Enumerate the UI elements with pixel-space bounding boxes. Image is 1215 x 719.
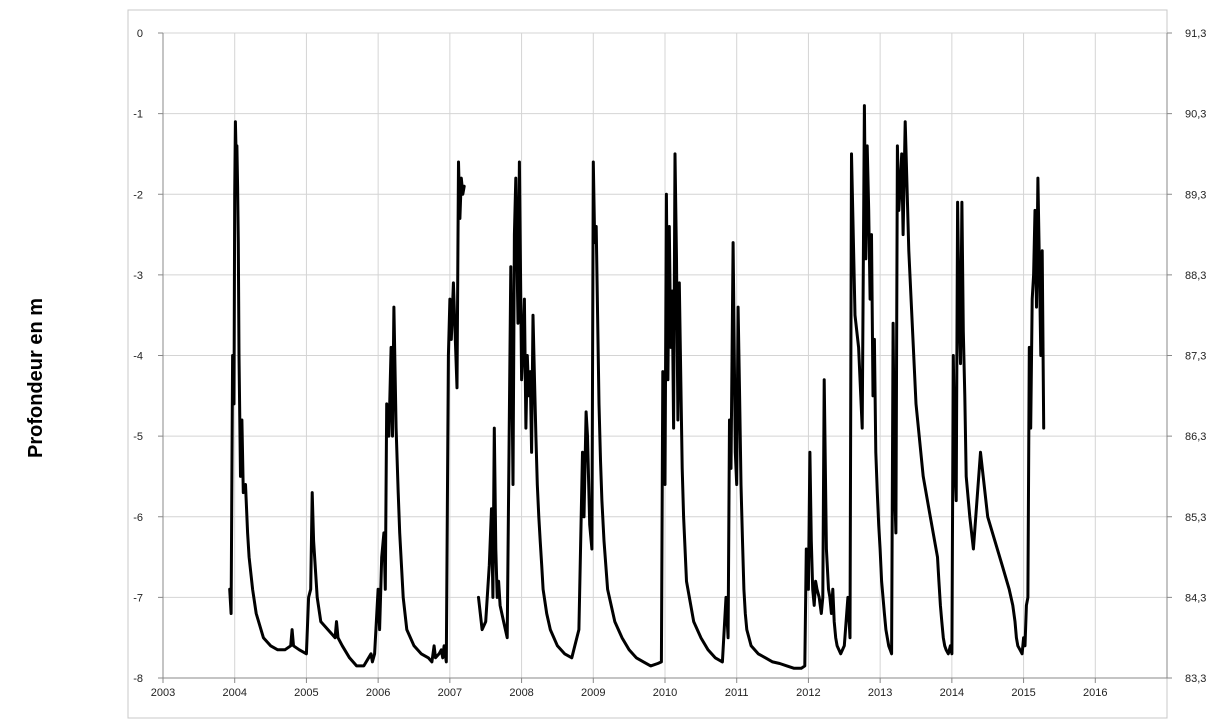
y-tick-label: 0 [137, 28, 143, 40]
y2-tick-label: 86,3 [1185, 431, 1206, 443]
series-line-segment [477, 104, 1046, 670]
y-tick-label: -3 [133, 270, 143, 282]
y2-tick-label: 88,3 [1185, 270, 1206, 282]
y2-tick-label: 85,3 [1185, 512, 1206, 524]
x-tick-label: 2005 [294, 687, 318, 699]
x-tick-label: 2015 [1011, 687, 1035, 699]
plot-frame [127, 9, 1168, 719]
y-tick-label: -2 [133, 189, 143, 201]
axes [158, 32, 1172, 683]
x-tick-label: 2010 [653, 687, 677, 699]
y-tick-label: -5 [133, 431, 143, 443]
y-tick-label: -6 [133, 512, 143, 524]
y2-tick-label: 87,3 [1185, 351, 1206, 363]
y-tick-label: -7 [133, 592, 143, 604]
x-tick-label: 2013 [868, 687, 892, 699]
y2-tick-label: 90,3 [1185, 109, 1206, 121]
x-tick-label: 2016 [1083, 687, 1107, 699]
x-tick-labels: 2003 2004 2005 2006 2007 2008 2009 2010 2011 2012… [151, 687, 1108, 699]
x-tick-label: 2004 [222, 687, 246, 699]
y-axis-label: Profondeur en m [25, 298, 47, 458]
y2-tick-label: 89,3 [1185, 189, 1206, 201]
x-tick-label: 2014 [940, 687, 964, 699]
y2-tick-labels: 91,3 90,3 89,3 88,3 87,3 86,3 85,3 84,3 83,3 [1185, 28, 1206, 685]
series-line-segment [228, 120, 466, 668]
x-tick-label: 2003 [151, 687, 175, 699]
x-tick-label: 2007 [438, 687, 462, 699]
x-tick-label: 2006 [366, 687, 390, 699]
y-tick-label: -1 [133, 109, 143, 121]
x-tick-label: 2012 [796, 687, 820, 699]
series-lines [228, 104, 1046, 670]
x-tick-label: 2008 [509, 687, 533, 699]
y2-tick-label: 83,3 [1185, 673, 1206, 685]
y-tick-labels: 0 -1 -2 -3 -4 -5 -6 -7 -8 [133, 28, 143, 685]
x-tick-label: 2009 [581, 687, 605, 699]
y2-tick-label: 84,3 [1185, 592, 1206, 604]
y-tick-label: -4 [133, 351, 143, 363]
y-tick-label: -8 [133, 673, 143, 685]
y2-tick-label: 91,3 [1185, 28, 1206, 40]
x-tick-label: 2011 [725, 687, 749, 699]
